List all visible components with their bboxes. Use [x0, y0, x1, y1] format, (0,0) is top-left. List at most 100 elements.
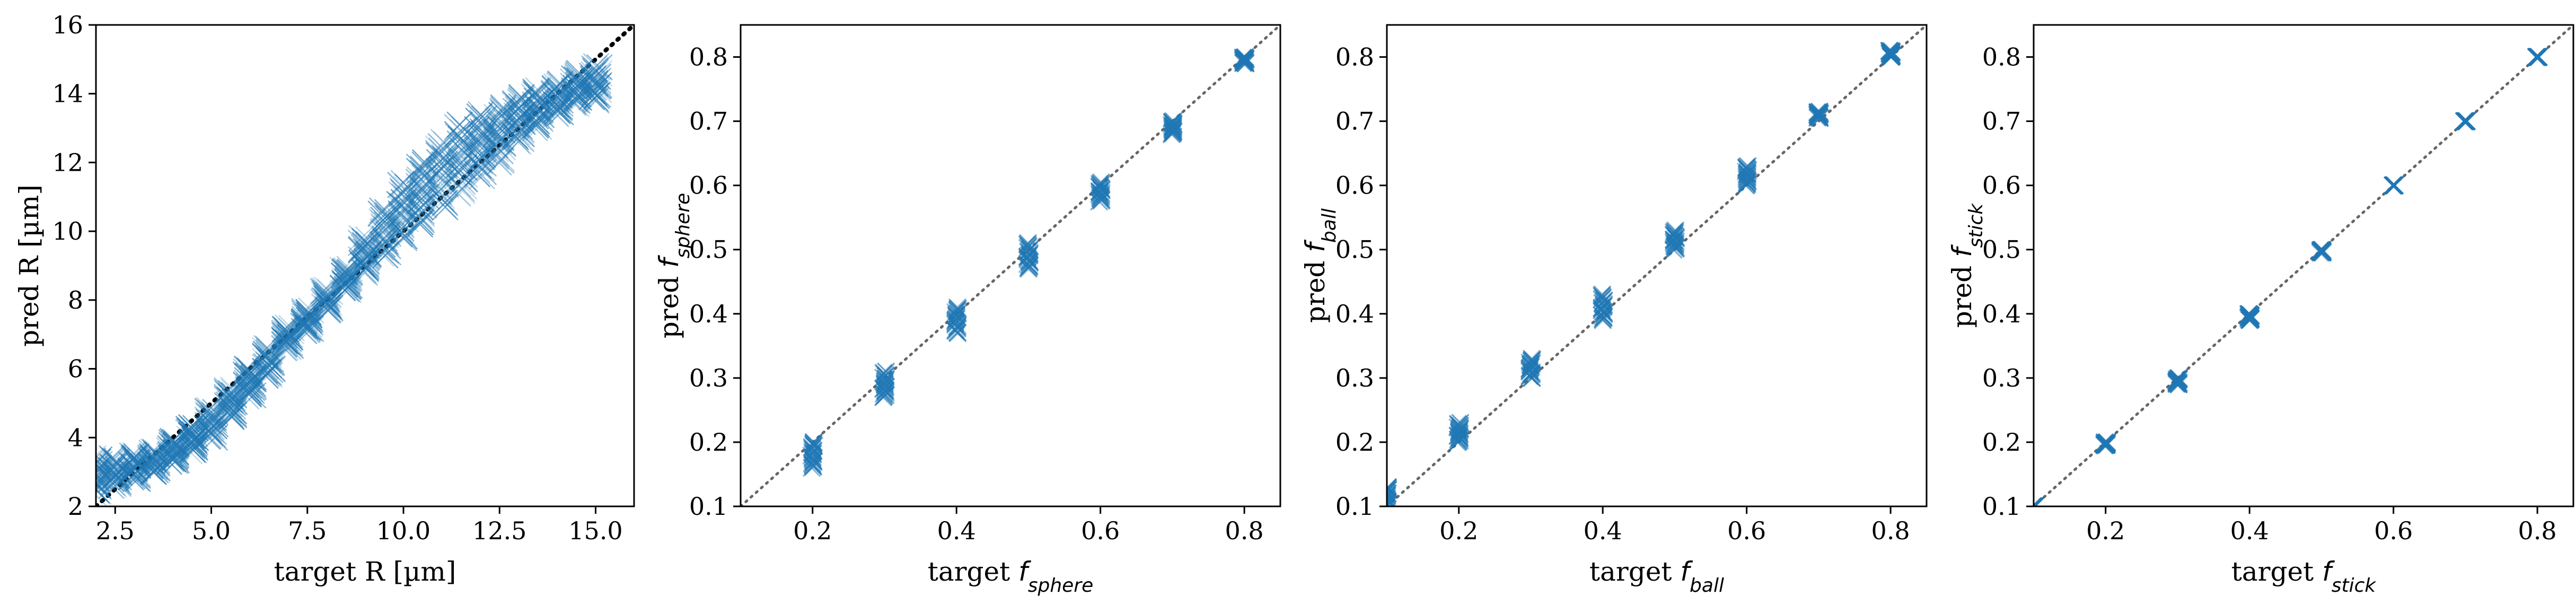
data-point-marker [428, 185, 455, 212]
x-axis-label-subscript: sphere [1028, 575, 1094, 597]
data-point-marker [471, 105, 498, 132]
y-tick-label: 0.3 [1982, 364, 2021, 392]
data-point-marker [295, 301, 322, 327]
x-tick-label: 15.0 [568, 516, 622, 545]
data-point-marker [216, 390, 243, 417]
x-axis-label: target fsphere [928, 556, 1094, 597]
data-point-marker [367, 234, 394, 261]
data-point-marker [467, 101, 494, 128]
y-tick-label: 0.1 [1982, 492, 2021, 521]
data-point-marker [2240, 304, 2258, 323]
data-point-marker [1092, 173, 1111, 191]
y-axis-label-prefix: pred [1947, 257, 1977, 328]
data-point-marker [330, 262, 357, 289]
y-tick-label: 0.6 [689, 171, 728, 200]
data-point-marker [581, 74, 607, 101]
data-point-group [232, 355, 267, 410]
data-point-marker [2313, 240, 2332, 259]
data-point-group [1592, 285, 1613, 330]
y-tick-label: 0.8 [1335, 43, 1374, 72]
data-point-marker [874, 363, 893, 382]
data-point-marker [313, 283, 340, 310]
data-point-marker [233, 358, 260, 385]
data-point-marker [1092, 174, 1110, 192]
x-tick-label: 0.6 [1081, 516, 1120, 545]
x-tick-label: 0.4 [937, 516, 976, 545]
data-point-group [213, 376, 248, 431]
data-point-marker [466, 103, 493, 130]
data-point-marker [428, 137, 455, 164]
y-tick-label: 0.2 [1982, 428, 2021, 457]
x-tick-label: 0.6 [2374, 516, 2413, 545]
data-point-marker [290, 310, 317, 337]
data-point-marker [353, 253, 380, 280]
data-point-group [1162, 112, 1183, 143]
data-point-marker [583, 52, 610, 80]
data-point-marker [546, 72, 573, 99]
y-axis-label: pred fstick [1947, 203, 1987, 328]
data-point-marker [2313, 240, 2331, 259]
data-point-marker [948, 298, 966, 317]
data-point-marker [312, 282, 339, 309]
data-point-marker [137, 455, 164, 483]
data-point-marker [430, 187, 457, 214]
data-point-marker [406, 166, 433, 193]
data-point-marker [427, 169, 453, 196]
data-point-marker [582, 56, 609, 83]
data-point-marker [2385, 176, 2404, 195]
data-point-group [2095, 433, 2116, 455]
data-point-marker [351, 259, 379, 286]
data-point-marker [105, 458, 132, 485]
x-tick-label: 0.8 [1225, 516, 1264, 545]
data-point-group [1880, 41, 1901, 66]
data-point-marker [391, 223, 418, 250]
plot-area [741, 25, 1280, 506]
plot-area [1387, 25, 1927, 506]
x-tick-label: 0.2 [1439, 516, 1478, 545]
y-tick-label: 14 [52, 80, 83, 108]
data-point-marker [1522, 349, 1541, 368]
data-point-marker [393, 185, 420, 212]
data-point-marker [272, 325, 298, 352]
data-point-marker [540, 80, 567, 107]
panel-radius: 2.5 5.0 7.5 10.0 12.5 15.0 2 4 6 8 10 12 14 16 target … [14, 11, 635, 587]
data-point-marker [368, 197, 395, 224]
data-point-marker [1738, 157, 1757, 176]
data-point-marker [444, 123, 471, 150]
data-point-marker [581, 79, 608, 106]
x-tick-label: 2.5 [96, 516, 135, 545]
data-point-marker [295, 299, 322, 325]
data-point-marker [96, 460, 109, 487]
data-point-marker [388, 215, 415, 242]
data-point-marker [1738, 163, 1757, 182]
data-point-marker [408, 205, 434, 231]
x-tick-label: 10.0 [376, 516, 430, 545]
data-point-marker [508, 125, 535, 152]
data-point-marker [407, 209, 434, 236]
data-point-marker [372, 226, 398, 253]
data-point-marker [291, 300, 318, 327]
x-axis-label-prefix: target [928, 556, 1018, 587]
data-point-marker [2034, 497, 2042, 506]
data-point-marker [876, 370, 895, 388]
data-point-marker [877, 362, 895, 381]
data-point-marker [96, 451, 113, 478]
y-tick-label: 16 [52, 11, 83, 39]
data-point-marker [372, 237, 399, 264]
data-point-marker [271, 322, 298, 349]
axes-frame [2033, 24, 2574, 507]
y-tick-label: 0.4 [689, 300, 728, 328]
data-point-group [2311, 240, 2332, 262]
x-tick-label: 0.8 [1871, 516, 1910, 545]
data-point-marker [582, 59, 609, 85]
y-tick-label: 0.5 [689, 235, 728, 264]
data-point-group [482, 94, 517, 176]
data-point-marker [259, 355, 285, 382]
data-point-marker [221, 382, 248, 409]
data-point-group [2455, 112, 2476, 130]
data-point-marker [213, 379, 240, 406]
data-point-marker [311, 280, 338, 306]
y-axis-label: pred R [µm] [14, 185, 45, 347]
data-point-marker [469, 163, 496, 190]
data-point-marker [1882, 41, 1901, 60]
